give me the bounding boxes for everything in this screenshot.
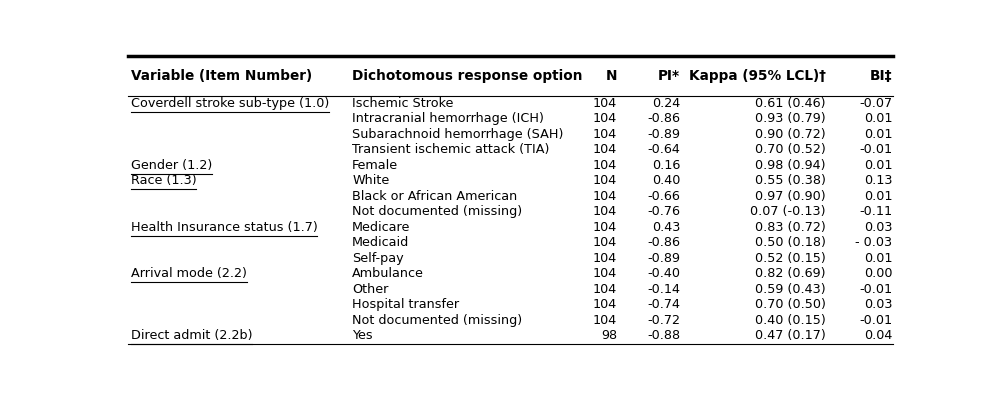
- Text: 0.01: 0.01: [865, 128, 892, 141]
- Text: 0.98 (0.94): 0.98 (0.94): [755, 159, 826, 172]
- Text: Gender (1.2): Gender (1.2): [130, 159, 212, 172]
- Text: 0.90 (0.72): 0.90 (0.72): [755, 128, 826, 141]
- Text: 0.01: 0.01: [865, 190, 892, 203]
- Text: 0.03: 0.03: [865, 298, 892, 311]
- Text: Arrival mode (2.2): Arrival mode (2.2): [130, 267, 247, 281]
- Text: 0.03: 0.03: [865, 221, 892, 234]
- Text: Direct admit (2.2b): Direct admit (2.2b): [130, 329, 252, 342]
- Text: 0.00: 0.00: [865, 267, 892, 281]
- Text: 104: 104: [593, 252, 617, 265]
- Text: Race (1.3): Race (1.3): [130, 174, 196, 187]
- Text: 104: 104: [593, 267, 617, 281]
- Text: -0.64: -0.64: [647, 143, 680, 156]
- Text: 0.24: 0.24: [652, 97, 680, 110]
- Text: Yes: Yes: [353, 329, 373, 342]
- Text: Female: Female: [353, 159, 398, 172]
- Text: -0.89: -0.89: [647, 252, 680, 265]
- Text: -0.07: -0.07: [860, 97, 892, 110]
- Text: 0.83 (0.72): 0.83 (0.72): [755, 221, 826, 234]
- Text: 104: 104: [593, 112, 617, 125]
- Text: 104: 104: [593, 283, 617, 296]
- Text: N: N: [606, 69, 617, 83]
- Text: 98: 98: [601, 329, 617, 342]
- Text: -0.89: -0.89: [647, 128, 680, 141]
- Text: - 0.03: - 0.03: [856, 237, 892, 250]
- Text: BI‡: BI‡: [871, 69, 892, 83]
- Text: Coverdell stroke sub-type (1.0): Coverdell stroke sub-type (1.0): [130, 97, 329, 110]
- Text: 0.01: 0.01: [865, 252, 892, 265]
- Text: -0.86: -0.86: [647, 237, 680, 250]
- Text: Intracranial hemorrhage (ICH): Intracranial hemorrhage (ICH): [353, 112, 544, 125]
- Text: 0.47 (0.17): 0.47 (0.17): [755, 329, 826, 342]
- Text: 0.55 (0.38): 0.55 (0.38): [755, 174, 826, 187]
- Text: Hospital transfer: Hospital transfer: [353, 298, 459, 311]
- Text: -0.86: -0.86: [647, 112, 680, 125]
- Text: -0.01: -0.01: [860, 283, 892, 296]
- Text: -0.11: -0.11: [860, 206, 892, 219]
- Text: 104: 104: [593, 298, 617, 311]
- Text: 104: 104: [593, 206, 617, 219]
- Text: Variable (Item Number): Variable (Item Number): [130, 69, 312, 83]
- Text: Ambulance: Ambulance: [353, 267, 424, 281]
- Text: Subarachnoid hemorrhage (SAH): Subarachnoid hemorrhage (SAH): [353, 128, 564, 141]
- Text: Not documented (missing): Not documented (missing): [353, 314, 522, 327]
- Text: 104: 104: [593, 97, 617, 110]
- Text: 0.40: 0.40: [652, 174, 680, 187]
- Text: -0.01: -0.01: [860, 143, 892, 156]
- Text: Dichotomous response option: Dichotomous response option: [353, 69, 583, 83]
- Text: 0.40 (0.15): 0.40 (0.15): [755, 314, 826, 327]
- Text: 0.61 (0.46): 0.61 (0.46): [755, 97, 826, 110]
- Text: -0.14: -0.14: [647, 283, 680, 296]
- Text: 0.59 (0.43): 0.59 (0.43): [755, 283, 826, 296]
- Text: 104: 104: [593, 128, 617, 141]
- Text: Not documented (missing): Not documented (missing): [353, 206, 522, 219]
- Text: Ischemic Stroke: Ischemic Stroke: [353, 97, 453, 110]
- Text: 0.93 (0.79): 0.93 (0.79): [755, 112, 826, 125]
- Text: -0.40: -0.40: [647, 267, 680, 281]
- Text: 104: 104: [593, 190, 617, 203]
- Text: 0.97 (0.90): 0.97 (0.90): [755, 190, 826, 203]
- Text: Self-pay: Self-pay: [353, 252, 403, 265]
- Text: Black or African American: Black or African American: [353, 190, 518, 203]
- Text: 0.52 (0.15): 0.52 (0.15): [755, 252, 826, 265]
- Text: -0.01: -0.01: [860, 314, 892, 327]
- Text: 104: 104: [593, 174, 617, 187]
- Text: -0.76: -0.76: [647, 206, 680, 219]
- Text: -0.72: -0.72: [647, 314, 680, 327]
- Text: 0.07 (-0.13): 0.07 (-0.13): [750, 206, 826, 219]
- Text: -0.66: -0.66: [647, 190, 680, 203]
- Text: 0.04: 0.04: [865, 329, 892, 342]
- Text: PI*: PI*: [658, 69, 680, 83]
- Text: Other: Other: [353, 283, 388, 296]
- Text: 104: 104: [593, 221, 617, 234]
- Text: 104: 104: [593, 143, 617, 156]
- Text: -0.74: -0.74: [647, 298, 680, 311]
- Text: 104: 104: [593, 314, 617, 327]
- Text: Transient ischemic attack (TIA): Transient ischemic attack (TIA): [353, 143, 550, 156]
- Text: 0.13: 0.13: [865, 174, 892, 187]
- Text: Medicaid: Medicaid: [353, 237, 409, 250]
- Text: 0.43: 0.43: [652, 221, 680, 234]
- Text: White: White: [353, 174, 389, 187]
- Text: 0.16: 0.16: [652, 159, 680, 172]
- Text: Kappa (95% LCL)†: Kappa (95% LCL)†: [688, 69, 826, 83]
- Text: -0.88: -0.88: [647, 329, 680, 342]
- Text: 104: 104: [593, 159, 617, 172]
- Text: 0.01: 0.01: [865, 159, 892, 172]
- Text: 0.50 (0.18): 0.50 (0.18): [755, 237, 826, 250]
- Text: 0.70 (0.50): 0.70 (0.50): [755, 298, 826, 311]
- Text: Health Insurance status (1.7): Health Insurance status (1.7): [130, 221, 318, 234]
- Text: 0.82 (0.69): 0.82 (0.69): [755, 267, 826, 281]
- Text: Medicare: Medicare: [353, 221, 410, 234]
- Text: 104: 104: [593, 237, 617, 250]
- Text: 0.01: 0.01: [865, 112, 892, 125]
- Text: 0.70 (0.52): 0.70 (0.52): [755, 143, 826, 156]
